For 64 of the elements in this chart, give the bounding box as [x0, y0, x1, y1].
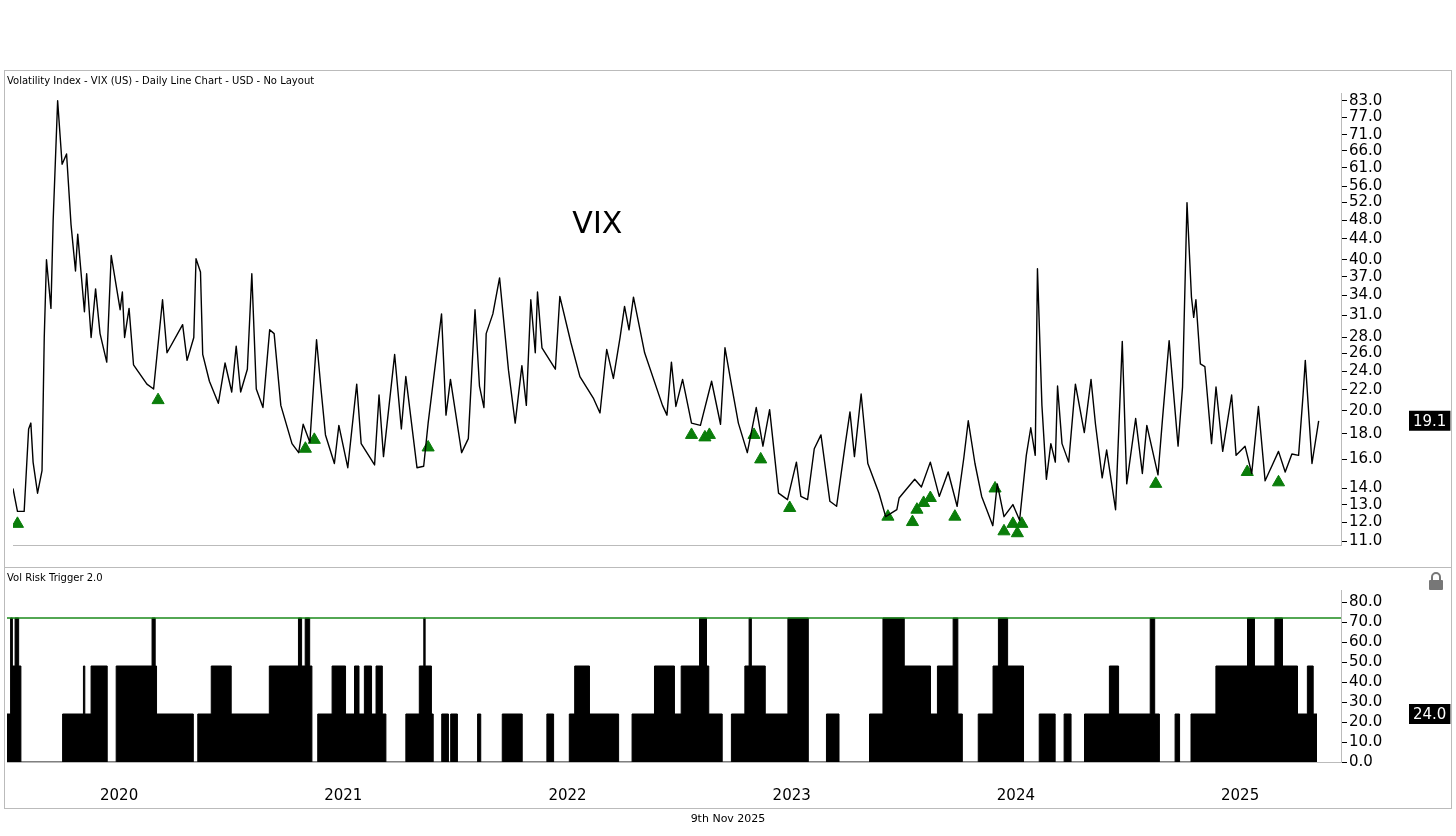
annotation: VIX	[572, 205, 623, 240]
point	[13, 516, 25, 528]
y-tick-label: 34.0	[1349, 285, 1383, 304]
y-tick-label: 11.0	[1349, 530, 1383, 549]
point	[754, 451, 768, 464]
chart-title: Volatility Index - VIX (US) - Daily Line Chart - USD - No Layout	[7, 74, 315, 86]
y-tick-label: 52.0	[1349, 192, 1383, 211]
y-tick-label: 50.0	[1349, 651, 1383, 670]
point	[747, 427, 761, 439]
text: 19.1	[1413, 411, 1447, 430]
text: 9th Nov 2025	[689, 812, 767, 825]
x-tick-label: 2023	[772, 785, 811, 804]
y-tick-label: 83.0	[1349, 90, 1383, 109]
y-tick-label: 56.0	[1349, 176, 1383, 195]
y-tick-label: 30.0	[1349, 691, 1383, 710]
y-tick-label: 14.0	[1349, 478, 1383, 497]
point	[948, 509, 962, 521]
y-tick-label: 22.0	[1349, 379, 1383, 398]
y-tick-label: 37.0	[1349, 266, 1383, 285]
y-tick-label: 44.0	[1349, 228, 1383, 247]
x-tick-label: 2024	[996, 785, 1035, 804]
y-tick-label: 13.0	[1349, 494, 1383, 513]
point	[1271, 474, 1286, 487]
y-tick-label: 10.0	[1349, 731, 1383, 750]
point	[905, 514, 920, 527]
point	[917, 495, 931, 507]
y-tick-label: 12.0	[1349, 511, 1383, 530]
x-tick-label: 2025	[1221, 785, 1260, 804]
y-tick-label: 18.0	[1349, 423, 1383, 442]
y-tick-label: 20.0	[1349, 400, 1383, 419]
point	[1149, 476, 1163, 488]
y-tick-label: 61.0	[1349, 157, 1383, 176]
text: 24.0	[1413, 704, 1447, 723]
y-tick-label: 24.0	[1349, 360, 1383, 379]
x-tick-label: 2020	[100, 785, 139, 804]
y-tick-label: 48.0	[1349, 209, 1383, 228]
point	[997, 523, 1011, 536]
chart-title: Vol Risk Trigger 2.0	[7, 571, 103, 583]
y-tick-label: 26.0	[1349, 343, 1383, 362]
y-tick-label: 70.0	[1349, 611, 1383, 630]
point	[910, 502, 924, 514]
y-tick-label: 77.0	[1349, 106, 1383, 125]
y-tick-label: 31.0	[1349, 305, 1383, 324]
point	[783, 500, 797, 512]
y-tick-label: 20.0	[1349, 711, 1383, 730]
point	[298, 441, 312, 453]
point	[307, 432, 321, 444]
y-tick-label: 0.0	[1349, 751, 1373, 770]
y-tick-label: 28.0	[1349, 327, 1383, 346]
x-tick-label: 2022	[548, 785, 587, 804]
y-tick-label: 60.0	[1349, 631, 1383, 650]
point	[923, 490, 937, 503]
y-tick-label: 80.0	[1349, 591, 1383, 610]
point	[1240, 464, 1254, 476]
point	[1006, 516, 1020, 528]
x-tick-label: 2021	[324, 785, 363, 804]
y-tick-label: 66.0	[1349, 140, 1383, 159]
point	[151, 392, 165, 405]
y-tick-label: 40.0	[1349, 671, 1383, 690]
y-tick-label: 40.0	[1349, 249, 1383, 268]
point	[1015, 516, 1029, 528]
point	[684, 427, 699, 439]
y-tick-label: 16.0	[1349, 449, 1383, 468]
y-tick-label: 71.0	[1349, 124, 1383, 143]
